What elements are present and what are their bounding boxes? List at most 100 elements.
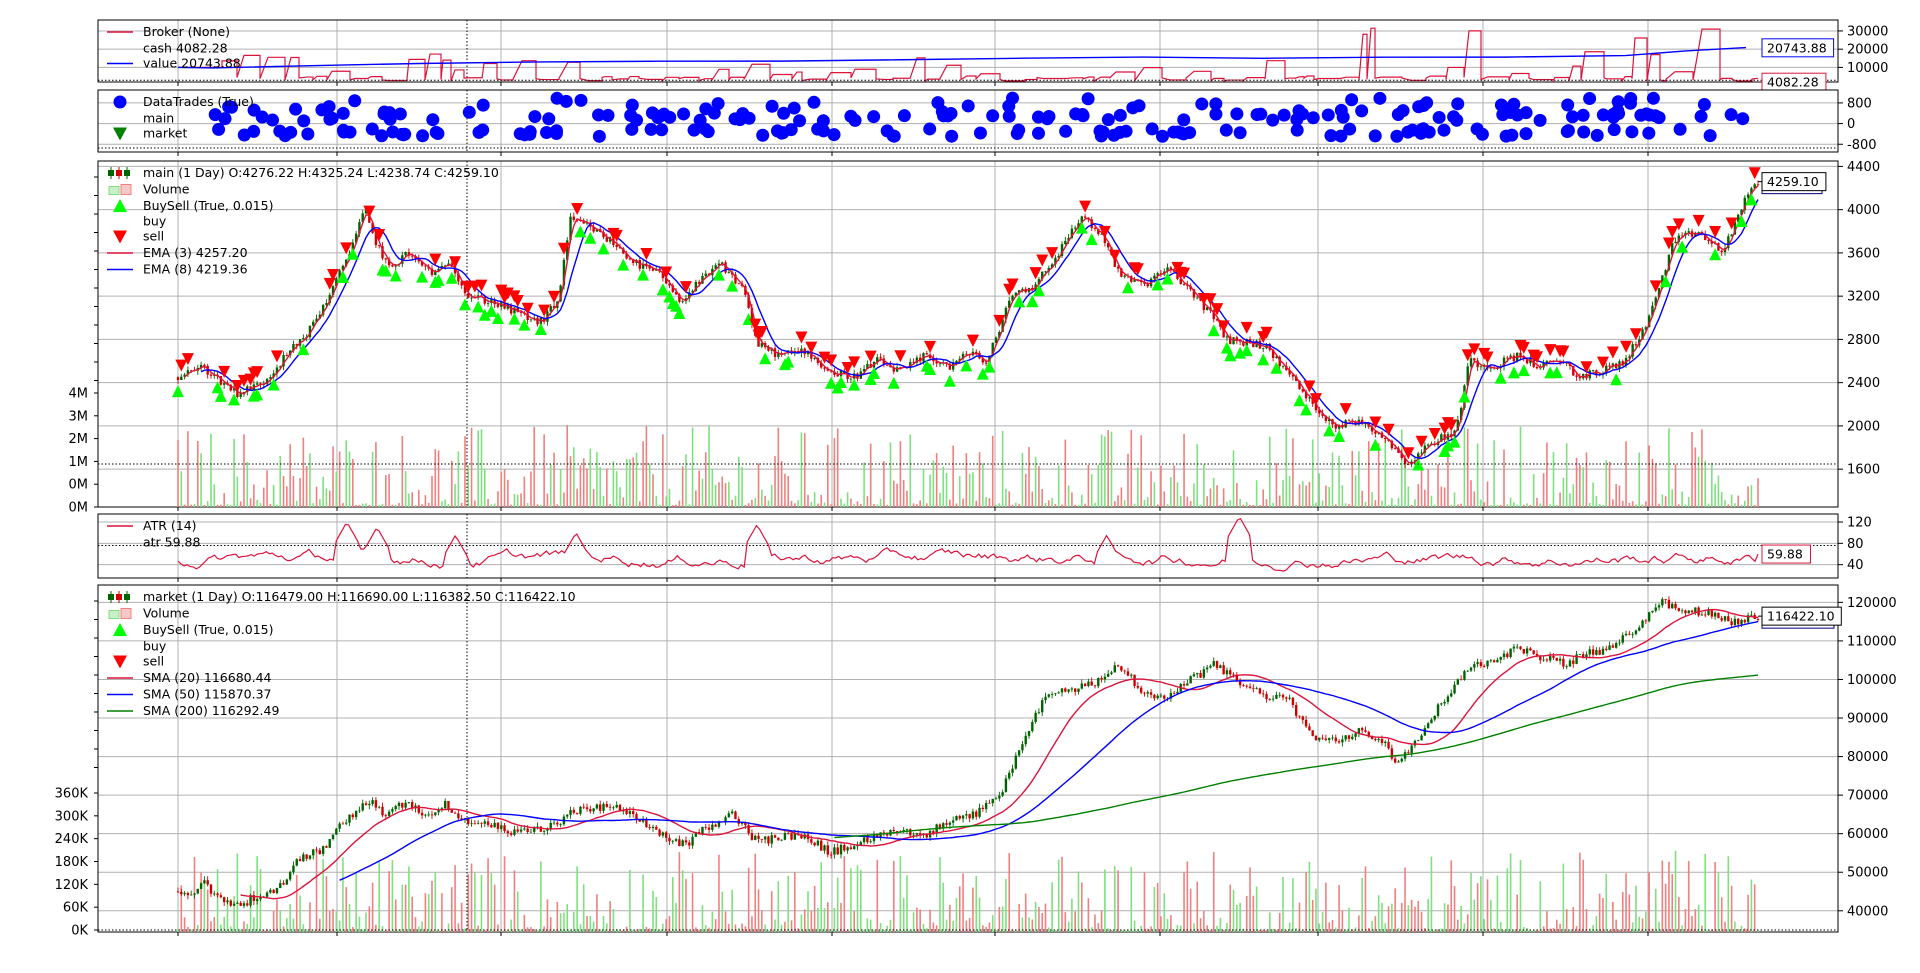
candle-body	[1314, 735, 1318, 741]
candle-body	[443, 801, 447, 809]
trade-dot	[657, 107, 671, 121]
volume-bar	[767, 500, 770, 507]
volume-bar	[1110, 929, 1113, 932]
buy-marker	[1458, 390, 1471, 403]
volume-bar	[942, 882, 945, 932]
sell-marker	[1649, 280, 1662, 293]
legend-label: SMA (200) 116292.49	[143, 703, 279, 718]
volume-bar	[863, 462, 865, 507]
candle-body	[321, 304, 325, 315]
volume-bar	[622, 929, 625, 932]
candle-body	[1041, 700, 1044, 713]
volume-bar	[1483, 919, 1486, 932]
volume-bar	[223, 916, 225, 932]
volume-bar	[319, 918, 321, 932]
buy-marker	[432, 273, 445, 286]
trade-dot	[1101, 113, 1115, 127]
volume-bar	[1384, 437, 1387, 507]
volume-bar	[1269, 912, 1271, 932]
candle-body	[483, 296, 486, 304]
volume-bar	[1130, 429, 1133, 507]
candle-body	[341, 823, 345, 825]
volume-bar	[345, 887, 348, 932]
sell-marker	[1544, 344, 1557, 357]
volume-bar	[1021, 917, 1024, 932]
buy-marker	[1507, 366, 1520, 379]
volume-bar	[1585, 452, 1588, 507]
volume-bar	[807, 494, 809, 507]
candle-body	[1288, 370, 1291, 375]
candle-body	[1700, 614, 1704, 616]
volume-bar	[1671, 489, 1674, 507]
volume-bar	[606, 923, 608, 932]
candle-body	[579, 806, 582, 814]
volume-bar	[718, 482, 720, 507]
candle-body	[605, 803, 609, 807]
volume-bar	[1582, 467, 1584, 507]
market-ytick-label: 50000	[1847, 866, 1888, 881]
market-ytick-label: 40000	[1847, 904, 1888, 919]
candle-body	[1037, 712, 1041, 714]
trade-dot	[961, 99, 975, 113]
volume-bar	[1645, 501, 1647, 507]
volume-bar	[299, 478, 301, 507]
candle-body	[1360, 419, 1364, 425]
candle-body	[968, 814, 971, 819]
candle-body	[368, 803, 371, 806]
volume-bar	[1153, 482, 1156, 507]
trade-dot	[655, 123, 669, 137]
volume-bar	[1457, 919, 1459, 932]
candle-body	[470, 297, 473, 299]
volume-bar	[1724, 921, 1726, 932]
volume-bar	[381, 503, 384, 507]
volume-bar	[266, 929, 268, 932]
volume-bar	[836, 428, 839, 507]
sell-marker	[1666, 225, 1679, 238]
candle-body	[513, 829, 516, 835]
volume-bar	[1486, 481, 1489, 507]
trade-dot	[416, 129, 430, 143]
candle-body	[1090, 681, 1093, 686]
volume-bar	[1697, 456, 1700, 507]
candle-body	[533, 827, 536, 832]
candle-body	[1684, 610, 1687, 614]
volume-bar	[1282, 876, 1284, 932]
candle-body	[651, 268, 655, 271]
candle-body	[1506, 653, 1509, 658]
candle-body	[189, 894, 193, 896]
ema3-line	[184, 185, 1759, 465]
sell-marker	[1620, 340, 1633, 353]
volume-bar	[1328, 486, 1330, 507]
volume-bar	[1536, 497, 1538, 507]
candle-body	[1667, 254, 1671, 271]
volume-bar	[790, 920, 793, 932]
volume-bar	[724, 911, 727, 932]
volume-bar	[1150, 471, 1152, 507]
candle-body	[674, 839, 678, 841]
volume-bar	[513, 494, 516, 507]
candle-body	[410, 802, 414, 809]
candle-body	[882, 832, 886, 834]
sell-marker	[1098, 225, 1111, 238]
candle-body	[453, 266, 457, 274]
candle-body	[1608, 645, 1611, 650]
candle-body	[684, 840, 688, 843]
volume-bar	[210, 433, 212, 507]
candle-body	[467, 293, 470, 298]
volume-bar	[1414, 906, 1416, 932]
volume-bar	[249, 885, 252, 932]
volume-bar	[1697, 904, 1700, 932]
candle-body	[1631, 634, 1634, 635]
volume-bar	[909, 434, 912, 507]
candle-body	[984, 802, 988, 810]
candle-body	[559, 285, 562, 302]
trade-dot	[1694, 109, 1708, 123]
candle-body	[453, 812, 457, 814]
volume-bar	[368, 504, 371, 507]
volume-bar	[322, 476, 324, 507]
volume-bar	[889, 442, 892, 507]
buy-marker	[960, 359, 973, 372]
volume-bar	[411, 492, 413, 507]
volume-bar	[836, 877, 839, 932]
volume-bar	[1750, 879, 1753, 932]
